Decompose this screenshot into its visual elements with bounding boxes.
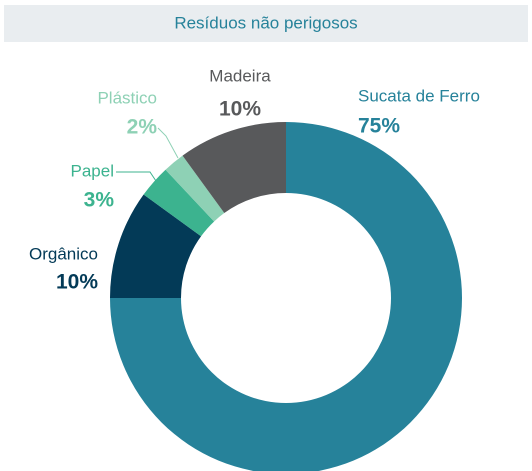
slice-name: Plástico [97, 88, 157, 107]
chart-title: Resíduos não perigosos [174, 13, 357, 32]
labels: Sucata de Ferro 75% Orgânico 10% Papel 3% Plás… [29, 66, 480, 293]
slice-name: Madeira [209, 66, 271, 85]
value-label: 10% [219, 98, 261, 121]
slice [110, 194, 202, 298]
value-label: 2% [127, 116, 158, 139]
slice [182, 122, 286, 214]
slice-name: Orgânico [29, 244, 98, 263]
leader-line [116, 171, 159, 185]
value-label: 10% [56, 271, 98, 294]
slice [165, 155, 225, 222]
title-band [4, 5, 528, 42]
slice [110, 122, 462, 471]
slice-name: Sucata de Ferro [358, 86, 480, 105]
value-label: 3% [84, 189, 115, 212]
leader-line [157, 127, 179, 159]
value-label: 75% [358, 115, 400, 138]
slice [143, 169, 215, 237]
slice-name: Papel [71, 161, 114, 180]
slices [110, 122, 462, 471]
